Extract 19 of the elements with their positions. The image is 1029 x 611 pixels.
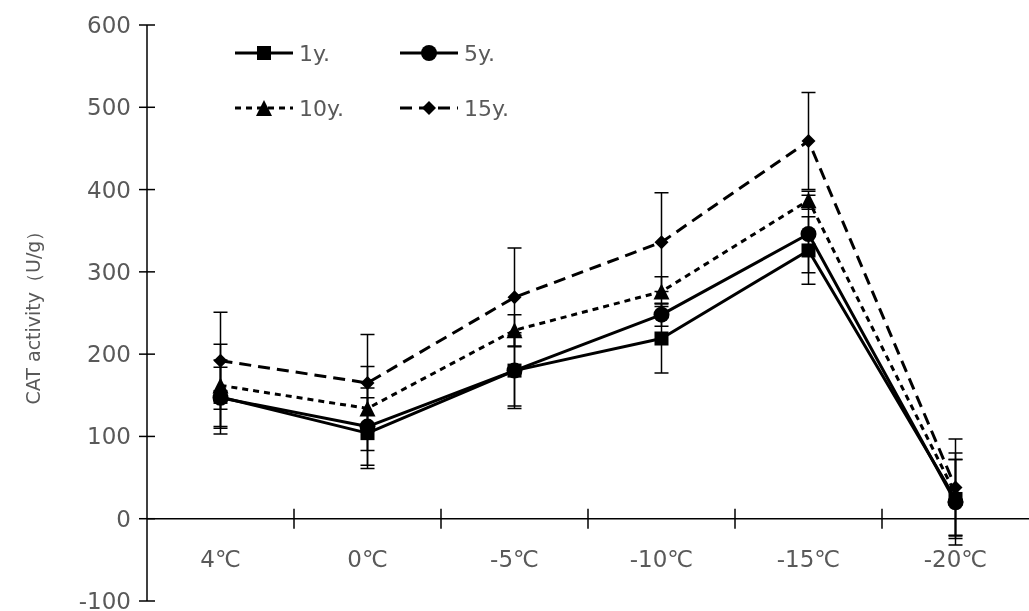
x-tick-label: 0℃ (347, 545, 388, 572)
y-tick-label: 200 (87, 341, 131, 368)
y-tick-label: 500 (87, 94, 131, 121)
y-tick-label: 600 (87, 12, 131, 38)
legend-label: 1y. (299, 41, 330, 66)
x-tick-label: -15℃ (776, 545, 841, 572)
y-tick-label: 400 (87, 176, 131, 203)
x-tick-label: -10℃ (629, 545, 694, 572)
y-tick-label: 100 (87, 423, 131, 450)
y-tick-label: -100 (78, 588, 131, 611)
x-tick-label: 4℃ (200, 545, 241, 572)
y-tick-label: 300 (87, 258, 131, 285)
legend-label: 5y. (464, 41, 495, 66)
y-tick-label: 0 (116, 505, 131, 532)
legend-label: 10y. (299, 96, 344, 121)
legend-label: 15y. (464, 96, 509, 121)
x-tick-label: -20℃ (923, 545, 988, 572)
y-axis-title: CAT activity（U/g） (22, 221, 44, 405)
x-tick-label: -5℃ (490, 545, 539, 572)
